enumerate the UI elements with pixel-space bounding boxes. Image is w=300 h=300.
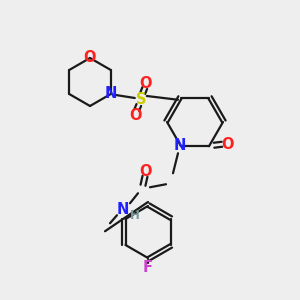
Text: N: N [105, 86, 117, 101]
Text: F: F [143, 260, 153, 274]
Text: O: O [139, 164, 151, 179]
Text: O: O [221, 137, 233, 152]
Text: H: H [130, 209, 140, 222]
Text: N: N [117, 202, 129, 217]
Text: S: S [136, 92, 146, 106]
Text: O: O [84, 50, 96, 65]
Text: O: O [130, 107, 142, 122]
Text: O: O [140, 76, 152, 91]
Text: N: N [174, 138, 186, 153]
